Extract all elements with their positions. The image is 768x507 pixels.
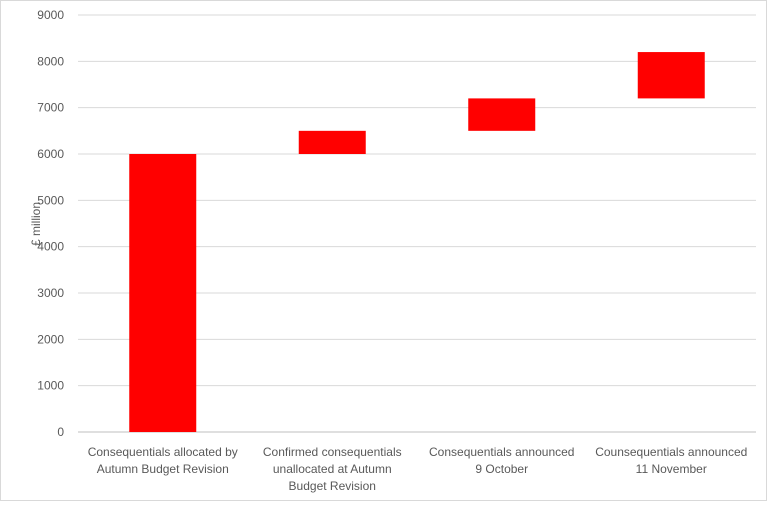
bar — [637, 52, 705, 99]
x-axis-labels: Consequentials allocated by Autumn Budget… — [88, 445, 748, 493]
bar — [298, 130, 366, 154]
x-tick-label: Consequentials allocated by Autumn Budget… — [88, 445, 238, 476]
y-tick-label: 9000 — [37, 8, 64, 22]
y-tick-label: 0 — [57, 425, 64, 439]
y-axis-ticks: 0 1000 2000 3000 4000 5000 6000 7000 8000 9000 — [37, 8, 64, 439]
y-tick-label: 2000 — [37, 332, 64, 346]
bar — [468, 98, 536, 131]
bar — [129, 154, 197, 432]
y-tick-label: 8000 — [37, 54, 64, 68]
y-tick-label: 7000 — [37, 101, 64, 115]
y-tick-label: 3000 — [37, 286, 64, 300]
y-tick-label: 5000 — [37, 193, 64, 207]
x-tick-label: Confirmed consequentials unallocated at A… — [263, 445, 402, 493]
y-tick-label: 1000 — [37, 379, 64, 393]
y-tick-label: 4000 — [37, 240, 64, 254]
x-tick-label: Consequentials announced 9 October — [429, 445, 574, 476]
x-tick-label: Counsequentials announced 11 November — [595, 445, 747, 476]
bars — [129, 52, 705, 432]
y-axis-label: £ million — [29, 202, 43, 246]
y-tick-label: 6000 — [37, 147, 64, 161]
